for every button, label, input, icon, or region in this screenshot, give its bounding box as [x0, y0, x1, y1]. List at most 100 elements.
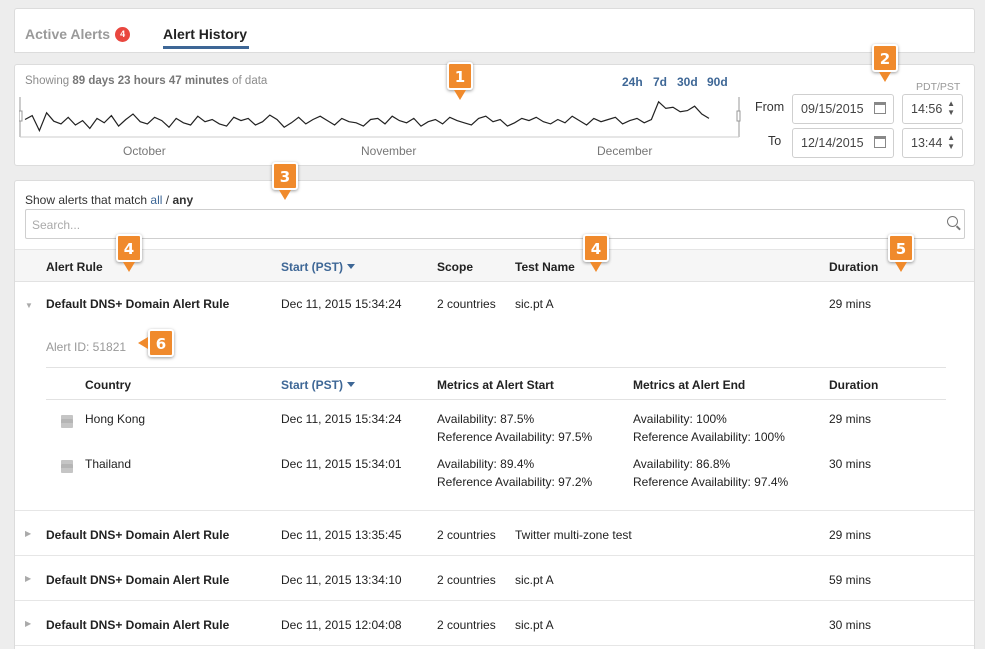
table-row[interactable]: ▶ Default DNS+ Domain Alert Rule Dec 11,…	[15, 556, 974, 601]
sort-desc-icon	[347, 382, 356, 387]
detail-header-country[interactable]: Country	[85, 378, 131, 392]
calendar-icon[interactable]	[874, 136, 886, 148]
callout-marker-4b: 4	[583, 234, 609, 272]
detail-header-duration[interactable]: Duration	[829, 378, 879, 392]
search-icon[interactable]	[947, 216, 958, 227]
row-scope: 2 countries	[437, 618, 496, 632]
range-90d-link[interactable]: 90d	[707, 75, 728, 89]
layers-icon	[60, 460, 74, 473]
search-placeholder: Search...	[32, 218, 81, 232]
callout-marker-2: 2	[872, 44, 898, 82]
range-grip-right[interactable]	[736, 110, 741, 122]
column-header-alert-rule[interactable]: Alert Rule	[46, 260, 103, 274]
column-header-test-name[interactable]: Test Name	[515, 260, 575, 274]
row-start: Dec 11, 2015 12:04:08	[281, 618, 402, 632]
row-scope: 2 countries	[437, 297, 496, 311]
layers-icon	[60, 415, 74, 428]
detail-duration: 30 mins	[829, 457, 872, 471]
detail-start: Dec 11, 2015 15:34:24	[281, 412, 402, 426]
month-label-december: December	[597, 144, 653, 158]
row-scope: 2 countries	[437, 528, 496, 542]
detail-duration: 29 mins	[829, 412, 872, 426]
column-header-scope[interactable]: Scope	[437, 260, 474, 274]
tabs-bar: Active Alerts 4 Alert History	[14, 8, 975, 53]
column-header-duration[interactable]: Duration	[829, 260, 879, 274]
row-duration: 29 mins	[829, 297, 872, 311]
row-scope: 2 countries	[437, 573, 496, 587]
match-all-link[interactable]: all	[150, 193, 163, 207]
range-7d-link[interactable]: 7d	[653, 75, 668, 89]
alerts-panel: Show alerts that match all / any Search.…	[14, 180, 975, 649]
data-range-summary: Showing 89 days 23 hours 47 minutes of d…	[25, 75, 267, 87]
callout-marker-1: 1	[447, 62, 473, 100]
column-header-start[interactable]: Start (PST)	[281, 260, 356, 274]
timezone-label: PDT/PST	[916, 81, 961, 93]
table-row[interactable]: ▶ Default DNS+ Domain Alert Rule Dec 11,…	[15, 601, 974, 646]
row-alert-rule: Default DNS+ Domain Alert Rule	[46, 528, 230, 542]
detail-header-start[interactable]: Start (PST)	[281, 378, 356, 392]
row-duration: 30 mins	[829, 618, 872, 632]
row-test-name: sic.pt A	[515, 297, 554, 311]
alert-id-label: Alert ID: 51821	[46, 340, 127, 354]
from-time-field[interactable]: 14:56 ▲ ▼	[902, 94, 963, 124]
showing-suffix: of data	[232, 75, 268, 87]
detail-start-reference: Reference Availability: 97.5%	[437, 430, 593, 444]
from-time-value: 14:56	[911, 102, 943, 116]
table-row-expanded[interactable]: ▼ Default DNS+ Domain Alert Rule Dec 11,…	[15, 282, 974, 511]
match-mode-selector: Show alerts that match all / any	[25, 193, 193, 207]
match-prefix: Show alerts that match	[25, 193, 148, 207]
detail-start: Dec 11, 2015 15:34:01	[281, 457, 402, 471]
time-stepper-icon[interactable]: ▲ ▼	[947, 133, 955, 151]
table-row[interactable]: ▶ Default DNS+ Domain Alert Rule Dec 11,…	[15, 511, 974, 556]
tab-alert-history[interactable]: Alert History	[163, 26, 248, 42]
alerts-table-header: Alert Rule Start (PST) Scope Test Name D…	[15, 249, 974, 282]
detail-header-start-label: Start (PST)	[281, 378, 344, 392]
from-label: From	[755, 100, 785, 114]
active-tab-indicator	[163, 46, 249, 49]
detail-country: Thailand	[85, 457, 132, 471]
collapse-chevron-icon[interactable]: ▼	[25, 301, 33, 310]
search-input[interactable]: Search...	[25, 209, 965, 239]
detail-start-availability: Availability: 89.4%	[437, 457, 535, 471]
sort-desc-icon	[347, 264, 356, 269]
range-30d-link[interactable]: 30d	[677, 75, 698, 89]
callout-marker-3: 3	[272, 162, 298, 200]
to-time-field[interactable]: 13:44 ▲ ▼	[902, 128, 963, 158]
row-alert-rule: Default DNS+ Domain Alert Rule	[46, 618, 230, 632]
to-date-value: 12/14/2015	[801, 136, 864, 150]
row-start: Dec 11, 2015 13:35:45	[281, 528, 402, 542]
callout-marker-4a: 4	[116, 234, 142, 272]
tab-active-alerts-label: Active Alerts	[25, 26, 111, 42]
sparkline-series	[24, 100, 710, 133]
match-separator: /	[165, 193, 170, 207]
timeline-panel: Showing 89 days 23 hours 47 minutes of d…	[14, 64, 975, 166]
from-date-value: 09/15/2015	[801, 102, 864, 116]
row-duration: 59 mins	[829, 573, 872, 587]
to-time-value: 13:44	[911, 136, 943, 150]
detail-header-metrics-start[interactable]: Metrics at Alert Start	[437, 378, 554, 392]
expand-chevron-icon[interactable]: ▶	[25, 574, 32, 583]
to-date-field[interactable]: 12/14/2015	[792, 128, 894, 158]
expand-chevron-icon[interactable]: ▶	[25, 529, 32, 538]
callout-marker-5: 5	[888, 234, 914, 272]
calendar-icon[interactable]	[874, 102, 886, 114]
row-test-name: Twitter multi-zone test	[515, 528, 632, 542]
detail-end-availability: Availability: 100%	[633, 412, 727, 426]
showing-duration: 89 days 23 hours 47 minutes	[72, 75, 229, 87]
active-alerts-count-badge: 4	[115, 27, 131, 42]
detail-start-availability: Availability: 87.5%	[437, 412, 535, 426]
time-stepper-icon[interactable]: ▲ ▼	[947, 99, 955, 117]
timeline-sparkline[interactable]	[19, 95, 741, 140]
detail-country: Hong Kong	[85, 412, 146, 426]
from-date-field[interactable]: 09/15/2015	[792, 94, 894, 124]
month-label-october: October	[123, 144, 166, 158]
tab-active-alerts[interactable]: Active Alerts 4	[25, 26, 131, 42]
sparkline-frame	[19, 95, 741, 140]
match-any-link[interactable]: any	[172, 193, 194, 207]
detail-header-metrics-end[interactable]: Metrics at Alert End	[633, 378, 746, 392]
range-grip-left[interactable]	[19, 110, 23, 122]
row-duration: 29 mins	[829, 528, 872, 542]
expand-chevron-icon[interactable]: ▶	[25, 619, 32, 628]
to-label: To	[768, 134, 782, 148]
range-24h-link[interactable]: 24h	[622, 75, 643, 89]
